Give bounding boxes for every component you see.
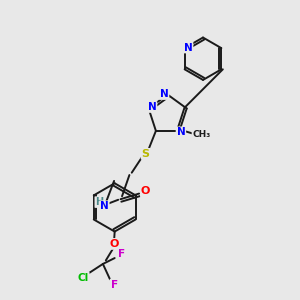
Text: N: N — [100, 201, 109, 211]
Text: S: S — [142, 149, 150, 159]
Text: F: F — [110, 280, 118, 290]
Text: N: N — [148, 102, 157, 112]
Text: Cl: Cl — [77, 273, 89, 283]
Text: N: N — [160, 89, 169, 99]
Text: O: O — [110, 239, 119, 249]
Text: CH₃: CH₃ — [192, 130, 211, 139]
Text: N: N — [184, 43, 193, 52]
Text: H: H — [95, 197, 104, 207]
Text: N: N — [176, 127, 185, 137]
Text: O: O — [141, 186, 150, 196]
Text: F: F — [118, 249, 125, 259]
